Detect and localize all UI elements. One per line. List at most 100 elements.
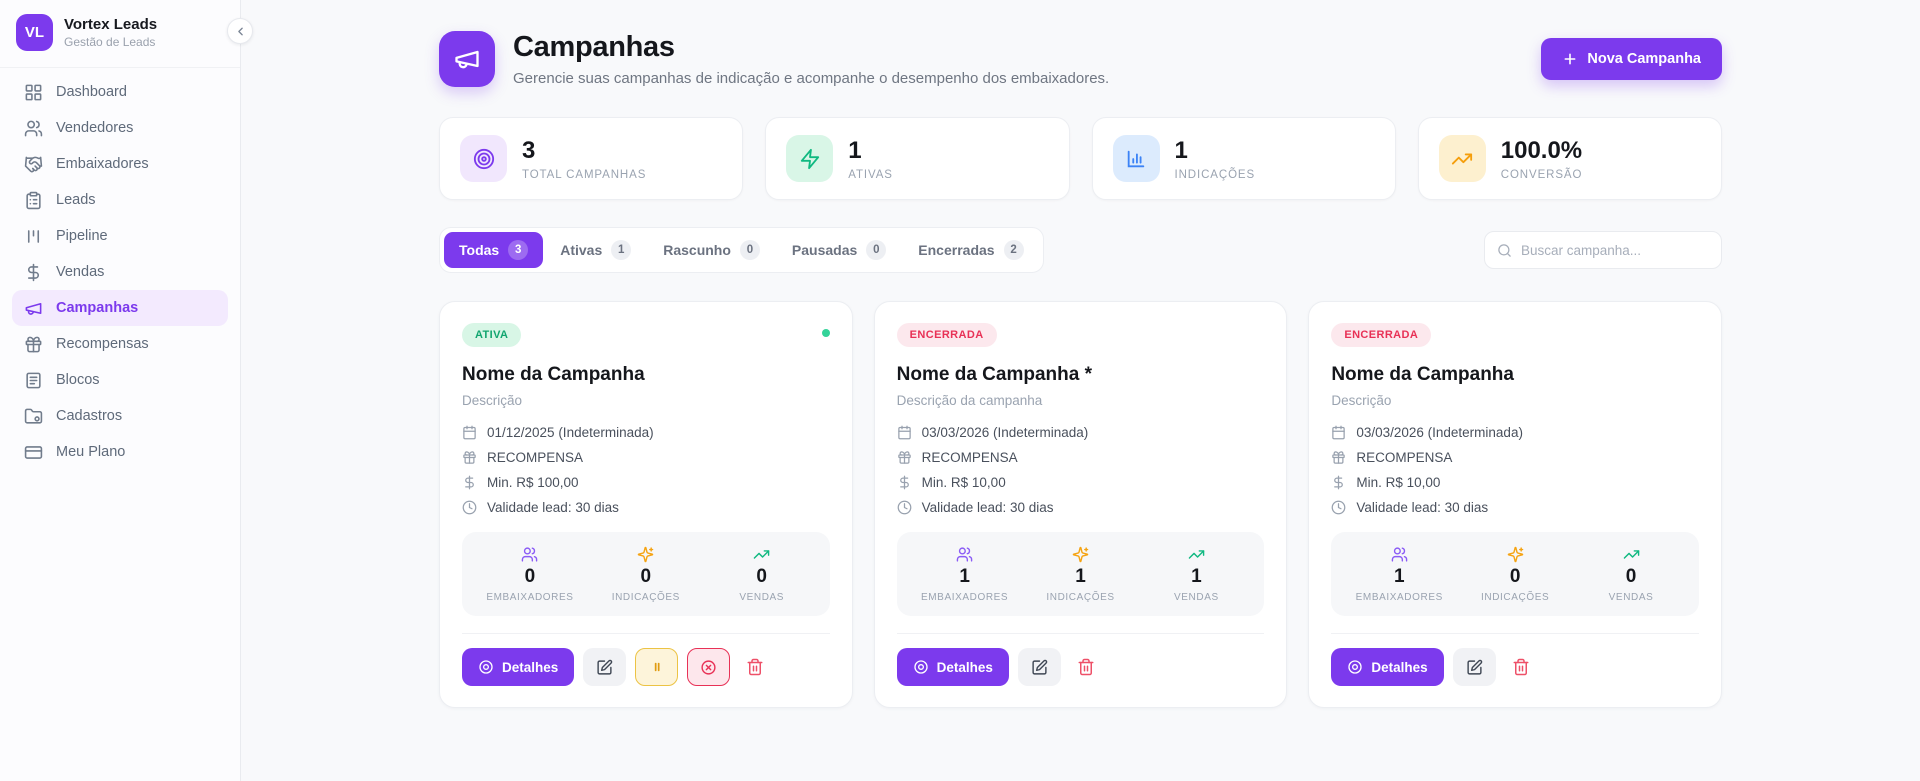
- campaign-lead-validity: Validade lead: 30 dias: [462, 500, 830, 515]
- sidebar-item-pipeline[interactable]: Pipeline: [12, 218, 228, 254]
- pause-icon: [649, 659, 665, 675]
- campaign-filter-tabs: Todas 3 Ativas 1 Rascunho 0 Pausadas 0: [439, 227, 1044, 273]
- details-button[interactable]: Detalhes: [1331, 648, 1444, 686]
- dollar-icon: [462, 475, 477, 490]
- campaign-lead-validity: Validade lead: 30 dias: [1331, 500, 1699, 515]
- tab-label: Ativas: [560, 242, 603, 258]
- campaign-actions: Detalhes: [462, 633, 830, 686]
- tab-encerradas[interactable]: Encerradas 2: [903, 232, 1038, 268]
- detail-text: 03/03/2026 (Indeterminada): [1356, 425, 1523, 440]
- stat-label: INDICAÇÕES: [1174, 168, 1256, 181]
- stop-button[interactable]: [687, 648, 731, 686]
- stat-card-indicacoes: 1 INDICAÇÕES: [1091, 117, 1396, 200]
- sidebar-item-label: Blocos: [56, 372, 100, 388]
- mini-stat-label: VENDAS: [739, 592, 785, 603]
- trending-up-icon: [1623, 546, 1640, 563]
- sidebar-item-campanhas[interactable]: Campanhas: [12, 290, 228, 326]
- sidebar-item-label: Vendedores: [56, 120, 134, 136]
- page-subtitle: Gerencie suas campanhas de indicação e a…: [513, 70, 1110, 87]
- edit-button[interactable]: [1452, 648, 1496, 686]
- campaign-min-value: Min. R$ 10,00: [1331, 475, 1699, 490]
- plus-icon: [1562, 51, 1578, 67]
- detail-text: 03/03/2026 (Indeterminada): [921, 425, 1089, 440]
- campaign-description: Descrição da campanha: [896, 393, 1043, 408]
- campaign-title: Nome da Campanha *: [896, 364, 1092, 385]
- campaign-description: Descrição: [462, 393, 523, 408]
- campaign-details: 01/12/2025 (Indeterminada) RECOMPENSA Mi…: [462, 425, 830, 515]
- mini-stat-value: 0: [756, 566, 767, 587]
- stat-label: CONVERSÃO: [1500, 168, 1583, 181]
- sidebar-item-meu-plano[interactable]: Meu Plano: [12, 434, 228, 470]
- tab-count-badge: 3: [508, 240, 529, 260]
- stat-card-conversao: 100.0% CONVERSÃO: [1417, 117, 1722, 200]
- campaign-description: Descrição: [1331, 393, 1392, 408]
- edit-button[interactable]: [583, 648, 627, 686]
- mini-stat-value: 1: [959, 566, 970, 587]
- chevron-left-icon: [234, 25, 247, 38]
- brand-name: Vortex Leads: [64, 16, 158, 33]
- sidebar-item-leads[interactable]: Leads: [12, 182, 228, 218]
- campaign-date: 03/03/2026 (Indeterminada): [1331, 425, 1699, 440]
- mini-stat-value: 0: [1625, 566, 1637, 587]
- status-badge: ENCERRADA: [896, 323, 997, 347]
- sidebar-collapse-button[interactable]: [227, 18, 253, 44]
- mini-stat-value: 0: [640, 566, 652, 587]
- sidebar-item-dashboard[interactable]: Dashboard: [12, 74, 228, 110]
- sidebar-item-vendedores[interactable]: Vendedores: [12, 110, 228, 146]
- eye-icon: [913, 659, 929, 675]
- search-input[interactable]: [1521, 242, 1709, 258]
- details-button[interactable]: Detalhes: [896, 648, 1009, 686]
- credit-card-icon: [24, 443, 43, 462]
- trash-icon: [746, 658, 764, 676]
- sidebar-item-recompensas[interactable]: Recompensas: [12, 326, 228, 362]
- circle-x-icon: [700, 659, 717, 676]
- status-badge: ATIVA: [462, 323, 522, 347]
- new-campaign-button[interactable]: Nova Campanha: [1541, 38, 1722, 80]
- sidebar-item-label: Vendas: [56, 264, 105, 280]
- campaign-mini-stats: 0 EMBAIXADORES 0 INDICAÇÕES 0 VENDAS: [462, 532, 830, 616]
- tab-label: Encerradas: [918, 242, 995, 258]
- sidebar-item-blocos[interactable]: Blocos: [12, 362, 228, 398]
- main-content: Campanhas Gerencie suas campanhas de ind…: [241, 0, 1920, 781]
- detail-text: 01/12/2025 (Indeterminada): [487, 425, 654, 440]
- stat-label: ATIVAS: [848, 168, 893, 181]
- gift-icon: [24, 335, 43, 354]
- delete-button[interactable]: [1077, 658, 1095, 676]
- tab-rascunho[interactable]: Rascunho 0: [648, 232, 775, 268]
- tab-ativas[interactable]: Ativas 1: [545, 232, 646, 268]
- users-icon: [1391, 546, 1408, 563]
- sidebar-item-vendas[interactable]: Vendas: [12, 254, 228, 290]
- details-button[interactable]: Detalhes: [462, 648, 575, 686]
- trash-icon: [1512, 658, 1530, 676]
- mini-stat-label: EMBAIXADORES: [1355, 592, 1443, 603]
- trending-up-icon: [1438, 135, 1486, 182]
- eye-icon: [1347, 659, 1363, 675]
- clock-icon: [897, 500, 912, 515]
- sparkles-icon: [1507, 546, 1524, 563]
- mini-stat-value: 1: [1191, 566, 1202, 587]
- sidebar-item-cadastros[interactable]: Cadastros: [12, 398, 228, 434]
- delete-button[interactable]: [746, 658, 764, 676]
- campaign-date: 01/12/2025 (Indeterminada): [462, 425, 830, 440]
- gift-icon: [462, 450, 477, 465]
- calendar-icon: [897, 425, 912, 440]
- sidebar-item-embaixadores[interactable]: Embaixadores: [12, 146, 228, 182]
- sidebar-item-label: Dashboard: [56, 84, 127, 100]
- campaign-card: ENCERRADA Nome da Campanha Descrição 03/…: [1308, 301, 1722, 708]
- campaign-actions: Detalhes: [896, 633, 1265, 686]
- campaign-min-value: Min. R$ 10,00: [897, 475, 1265, 490]
- clipboard-list-icon: [24, 191, 43, 210]
- delete-button[interactable]: [1512, 658, 1530, 676]
- tab-pausadas[interactable]: Pausadas 0: [777, 232, 901, 268]
- stat-value: 1: [848, 136, 862, 164]
- calendar-icon: [1331, 425, 1346, 440]
- edit-button[interactable]: [1017, 648, 1061, 686]
- mini-stat-indicacoes: 0 INDICAÇÕES: [588, 546, 704, 603]
- pause-button[interactable]: [635, 648, 679, 686]
- note-icon: [24, 371, 43, 390]
- detail-text: Validade lead: 30 dias: [1356, 500, 1489, 515]
- tab-todas[interactable]: Todas 3: [444, 232, 544, 268]
- mini-stat-label: INDICAÇÕES: [1481, 592, 1550, 603]
- campaign-date: 03/03/2026 (Indeterminada): [897, 425, 1265, 440]
